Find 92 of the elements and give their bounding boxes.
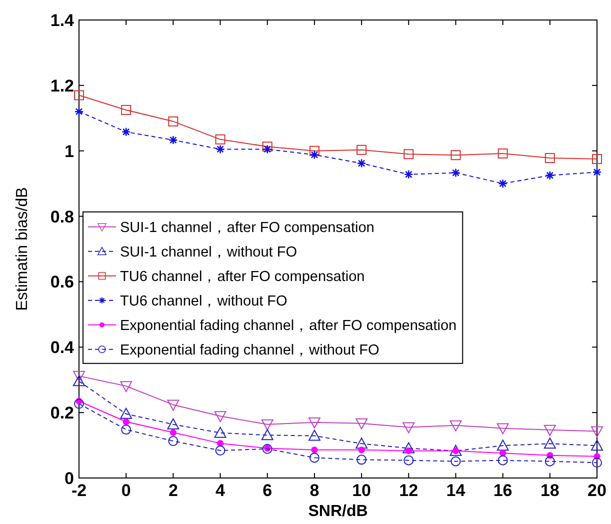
point [451,168,460,178]
point [591,440,603,451]
ytick: 1.2 [50,76,74,96]
point [310,150,320,160]
point [167,400,180,411]
legend-label: SUI-1 channel，without FO [120,244,297,260]
point [592,154,602,164]
point [591,426,603,438]
point [215,134,226,144]
point [74,398,84,409]
point [308,430,320,441]
point [450,420,462,432]
point [167,418,180,430]
point [498,148,508,158]
legend-label: Exponential fading channel，after FO compensation [120,318,457,334]
point [308,417,320,428]
point [496,440,509,451]
point [216,440,224,447]
ytick: 0.2 [50,404,74,423]
point [356,158,366,168]
point [496,423,509,434]
xtick: 10 [352,481,371,500]
xtick: 12 [399,481,418,500]
point [356,438,368,449]
point [121,104,132,115]
point [544,456,555,466]
point [544,153,555,164]
point [450,150,461,160]
point [450,444,462,456]
legend-label: Exponential fading channel，without FO [120,342,380,358]
point [74,90,84,100]
point [121,127,131,137]
point [311,446,318,454]
legend-label: SUI-1 channel，after FO compensation [120,220,374,236]
point [261,419,274,430]
ytick: 1 [64,142,74,161]
point [404,170,414,180]
point [592,458,602,468]
point [356,454,367,465]
point [402,442,415,454]
ylabel: Estimatin bias/dB [14,187,31,311]
legend-label: TU6 channel，after FO compensation [120,268,365,285]
point [450,456,461,466]
xtick: 20 [588,481,606,500]
xlabel: SNR/dB [308,503,368,520]
point [402,422,415,434]
point [261,429,274,440]
point [122,418,130,426]
xtick: 16 [493,481,512,500]
point [170,429,176,436]
xtick: 18 [540,481,560,500]
ytick: 0.6 [50,272,74,292]
point [358,446,365,454]
point [73,375,85,386]
point [168,135,178,145]
point [356,418,368,430]
point [74,106,84,116]
point [214,411,226,422]
point [592,167,602,177]
point [121,424,132,435]
xtick: 2 [168,481,178,500]
point [404,149,414,160]
point [73,370,85,382]
point [309,146,320,156]
point [262,142,272,152]
ytick: 1.4 [50,11,74,30]
point [500,450,506,456]
xtick: 4 [216,481,225,500]
point [404,455,414,466]
point [168,116,178,126]
point [216,144,225,154]
point [544,424,556,436]
point [168,436,178,446]
point [545,170,555,180]
xtick: 8 [310,481,320,500]
point [215,446,226,456]
ytick: 0.4 [50,338,74,358]
point [262,144,272,154]
ytick: 0.8 [50,207,74,226]
point [498,178,508,188]
xtick: 14 [446,481,466,500]
point [356,144,367,155]
point [544,438,556,449]
point [498,455,508,466]
point [120,408,132,419]
xtick: 6 [262,481,272,500]
point [214,426,226,438]
point [309,452,320,463]
ytick: 0 [64,469,74,488]
xtick: 0 [121,481,131,500]
point [120,381,132,392]
legend-label: TU6 channel，without FO [120,293,288,310]
